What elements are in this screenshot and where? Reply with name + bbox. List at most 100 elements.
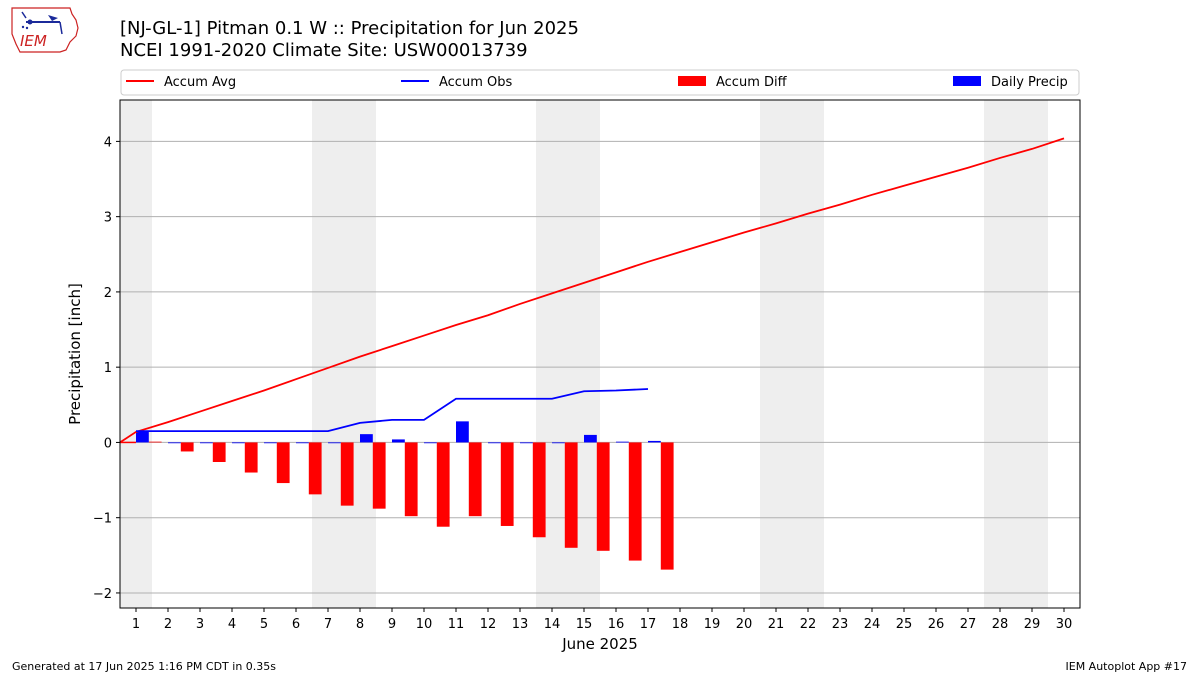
plot-frame: [119, 99, 1081, 609]
accum-diff-bar: [340, 442, 354, 506]
x-tick-label: 30: [1056, 617, 1073, 632]
accum-diff-bar: [180, 442, 194, 452]
accum-diff-bar: [244, 442, 258, 473]
daily-precip-bar: [296, 442, 309, 444]
x-tick-label: 3: [196, 617, 204, 632]
accum-diff-bar: [500, 442, 514, 526]
accum-diff-bar: [564, 442, 578, 548]
x-tick-label: 11: [448, 617, 465, 632]
y-tick-label: 4: [104, 135, 112, 150]
x-tick-label: 6: [292, 617, 300, 632]
accum-diff-bar: [308, 442, 322, 495]
weekend-band: [120, 100, 152, 608]
x-tick-label: 26: [928, 617, 945, 632]
y-tick-label: −1: [93, 512, 112, 527]
legend-bar-swatch: [678, 76, 706, 86]
x-tick-label: 12: [480, 617, 497, 632]
x-tick-label: 18: [672, 617, 689, 632]
legend-label: Daily Precip: [991, 75, 1068, 90]
weekend-band: [760, 100, 824, 608]
x-tick-label: 2: [164, 617, 172, 632]
x-tick-label: 7: [324, 617, 332, 632]
legend-label: Accum Obs: [439, 75, 512, 90]
x-tick-label: 22: [800, 617, 817, 632]
y-tick-label: 3: [104, 211, 112, 226]
daily-precip-bar: [232, 442, 245, 444]
bars: [136, 421, 674, 570]
accum-diff-bar: [660, 442, 674, 570]
daily-precip-bar: [264, 442, 277, 444]
daily-precip-bar: [456, 421, 469, 443]
accum-diff-bar: [628, 442, 642, 561]
weekend-shading: [120, 100, 1048, 608]
daily-precip-bar: [584, 434, 597, 443]
x-tick-label: 17: [640, 617, 657, 632]
daily-precip-bar: [200, 442, 213, 444]
generated-note: Generated at 17 Jun 2025 1:16 PM CDT in …: [12, 660, 277, 673]
x-tick-label: 15: [576, 617, 593, 632]
daily-precip-bar: [392, 439, 405, 443]
daily-precip-bar: [424, 442, 437, 444]
iem-logo-graphic: IEM: [11, 7, 79, 53]
daily-precip-bar: [520, 442, 533, 444]
weekend-band: [984, 100, 1048, 608]
daily-precip-bar: [616, 441, 629, 443]
x-tick-label: 10: [416, 617, 433, 632]
app-note: IEM Autoplot App #17: [1065, 660, 1188, 673]
legend: Accum Avg Accum Obs Accum Diff Daily Precip: [120, 69, 1080, 96]
x-tick-label: 19: [704, 617, 721, 632]
x-tick-label: 14: [544, 617, 561, 632]
accum-diff-bar: [404, 442, 418, 517]
daily-precip-bar: [168, 442, 181, 444]
x-tick-label: 5: [260, 617, 268, 632]
accum-diff-bar: [468, 442, 482, 517]
x-tick-label: 28: [992, 617, 1009, 632]
x-tick-label: 23: [832, 617, 849, 632]
daily-precip-bar: [136, 431, 149, 443]
y-axis-label: Precipitation [inch]: [66, 283, 84, 425]
y-tick-label: 0: [104, 436, 112, 451]
x-tick-label: 20: [736, 617, 753, 632]
x-tick-label: 1: [132, 617, 140, 632]
accum-diff-bar: [596, 442, 610, 551]
legend-box: [120, 69, 1080, 96]
x-tick-label: 13: [512, 617, 529, 632]
title-line-2: NCEI 1991-2020 Climate Site: USW00013739: [120, 40, 528, 61]
x-axis-label: June 2025: [561, 635, 638, 653]
accum-diff-bar: [148, 441, 162, 443]
accum-diff-bar: [532, 442, 546, 538]
x-tick-label: 29: [1024, 617, 1041, 632]
daily-precip-bar: [488, 442, 501, 444]
x-tick-label: 8: [356, 617, 364, 632]
x-tick-label: 27: [960, 617, 977, 632]
legend-label: Accum Diff: [716, 75, 788, 90]
accum-obs-line: [136, 388, 649, 433]
lines: [119, 137, 1065, 444]
legend-bar-swatch: [953, 76, 981, 86]
accum-diff-bar: [372, 442, 386, 509]
x-tick-label: 9: [388, 617, 396, 632]
y-tick-label: 1: [104, 361, 112, 376]
title-line-1: [NJ-GL-1] Pitman 0.1 W :: Precipitation …: [120, 18, 579, 39]
logo-text: IEM: [20, 32, 47, 50]
accum-diff-bar: [212, 442, 226, 462]
chart-title: [NJ-GL-1] Pitman 0.1 W :: Precipitation …: [120, 18, 579, 62]
accum-diff-bar: [436, 442, 450, 527]
y-tick-label: −2: [93, 587, 112, 602]
accum-avg-line: [119, 137, 1065, 444]
daily-precip-bar: [328, 442, 341, 444]
daily-precip-bar: [360, 434, 373, 443]
daily-precip-bar: [648, 440, 661, 443]
x-tick-label: 16: [608, 617, 625, 632]
x-tick-label: 21: [768, 617, 785, 632]
daily-precip-bar: [552, 442, 565, 444]
accum-diff-bar: [276, 442, 290, 484]
iem-logo: IEM: [8, 6, 82, 62]
x-tick-label: 4: [228, 617, 236, 632]
legend-label: Accum Avg: [164, 75, 236, 90]
x-tick-label: 24: [864, 617, 881, 632]
y-tick-label: 2: [104, 286, 112, 301]
x-tick-label: 25: [896, 617, 913, 632]
